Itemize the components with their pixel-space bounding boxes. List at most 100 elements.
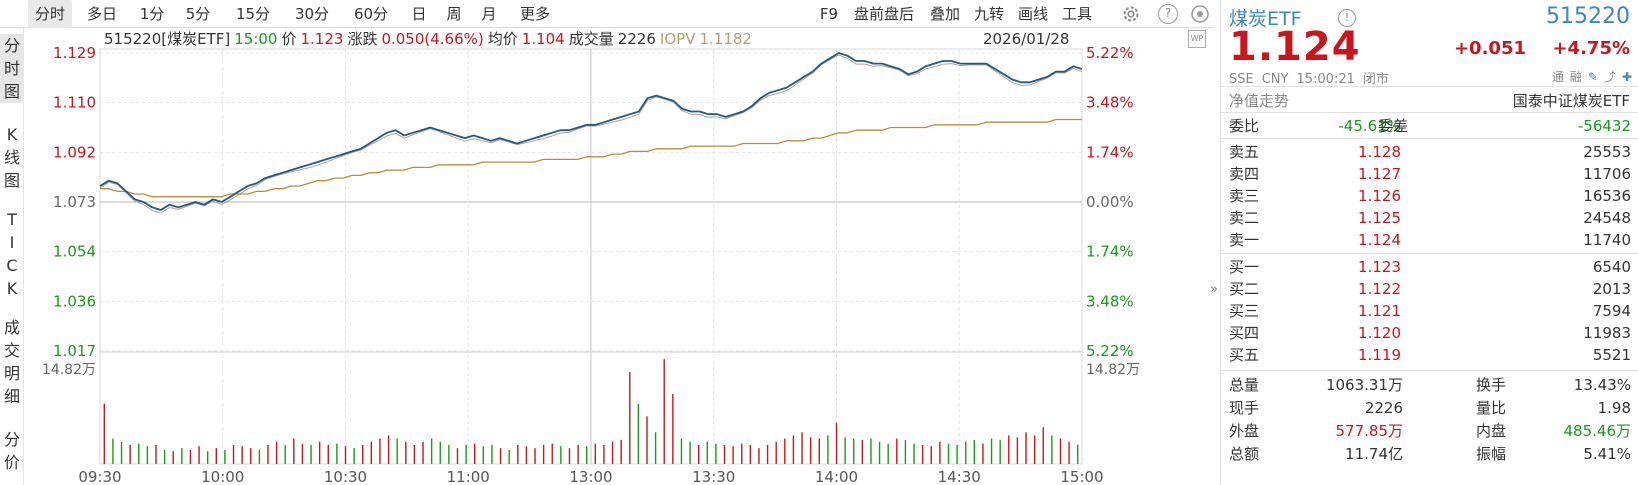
ask-label: 卖四	[1229, 165, 1260, 183]
bid-row[interactable]: 买四 1.120 11983	[1221, 322, 1638, 344]
stats-row: 总量 1063.31万 换手 13.43%	[1221, 374, 1638, 396]
divider	[1221, 370, 1638, 371]
ask-row[interactable]: 卖二 1.125 24548	[1221, 207, 1638, 229]
chart-date: 2026/01/28	[983, 30, 1070, 48]
fund-full-name: 国泰中证煤炭ETF	[1512, 92, 1630, 110]
bid-row[interactable]: 买五 1.119 5521	[1221, 344, 1638, 366]
quote-time: 15:00:21	[1296, 72, 1355, 87]
stat-value: 577.85万	[1335, 422, 1404, 440]
collapse-arrow-icon[interactable]: »	[1210, 282, 1218, 297]
export-icon[interactable]: ⤴	[1603, 70, 1616, 84]
tools-button[interactable]: 工具	[1061, 5, 1092, 23]
side-tab-bar: 分 时 图 K 线 图 T I C K 成 交 明 细 分 价	[0, 28, 24, 485]
divider	[1221, 86, 1638, 87]
ask-volume: 24548	[1583, 209, 1631, 227]
pre-post-market-button[interactable]: 盘前盘后	[853, 5, 914, 23]
quote-panel: 煤炭ETF ! 515220 1.124 +0.051 +4.75% SSE CN…	[1220, 0, 1638, 485]
y-tick-left: 1.129	[53, 44, 96, 62]
info-time: 15:00	[234, 30, 278, 48]
wp-icon[interactable]: WP	[1188, 30, 1206, 48]
draw-line-button[interactable]: 画线	[1017, 5, 1048, 23]
bid-label: 买二	[1229, 280, 1260, 298]
period-tab-intraday[interactable]: 分时	[28, 0, 72, 28]
tong-badge[interactable]: 通	[1551, 70, 1564, 84]
stat-value: 11.74亿	[1345, 445, 1403, 463]
side-tab-trade-detail[interactable]: 成 交 明 细	[3, 318, 20, 406]
period-tab-60min[interactable]: 60分	[353, 5, 389, 23]
f9-button[interactable]: F9	[819, 5, 839, 23]
ask-volume: 25553	[1583, 143, 1631, 161]
info-change-label: 涨跌	[347, 30, 378, 48]
ask-row[interactable]: 卖一 1.124 11740	[1221, 229, 1638, 251]
x-tick-label: 09:30	[78, 468, 121, 485]
bid-label: 买五	[1229, 346, 1260, 364]
side-tab-tick[interactable]: T I C K	[6, 210, 18, 298]
settings-circle-icon[interactable]	[1190, 4, 1210, 24]
stat-label: 总量	[1229, 376, 1260, 394]
period-tab-1min[interactable]: 1分	[139, 5, 165, 23]
x-tick-label: 15:00	[1060, 468, 1103, 485]
order-diff-label: 委差	[1378, 117, 1409, 135]
ask-row[interactable]: 卖四 1.127 11706	[1221, 163, 1638, 185]
period-tab-more[interactable]: 更多	[519, 5, 550, 23]
y-tick-right: 5.22%	[1086, 342, 1134, 360]
nav-trend-link[interactable]: 净值走势	[1229, 92, 1290, 110]
x-tick-label: 14:30	[938, 468, 981, 485]
bid-price: 1.121	[1358, 302, 1401, 320]
bid-volume: 2013	[1592, 280, 1631, 298]
rong-badge[interactable]: 融	[1569, 70, 1582, 84]
period-tab-day[interactable]: 日	[411, 5, 427, 23]
bid-row[interactable]: 买一 1.123 6540	[1221, 256, 1638, 278]
intraday-chart[interactable]: 1.129 5.22% 1.110 3.48% 1.092 1.74% 1.073 0.00%…	[24, 28, 1210, 485]
stat-value: 13.43%	[1573, 376, 1631, 394]
y-tick-left: 1.036	[53, 292, 96, 310]
volume-scale-label-left: 14.82万	[42, 362, 96, 378]
stat-label: 总额	[1229, 445, 1260, 463]
edit-icon[interactable]: ✎	[1587, 70, 1598, 84]
period-tab-month[interactable]: 月	[481, 5, 497, 23]
bid-price: 1.120	[1358, 324, 1401, 342]
bid-row[interactable]: 买三 1.121 7594	[1221, 300, 1638, 322]
overlay-button[interactable]: 叠加	[929, 5, 960, 23]
order-ratio-value: -45.61%	[1338, 117, 1401, 135]
info-volume-label: 成交量	[568, 30, 614, 48]
info-icon[interactable]: !	[1338, 9, 1356, 27]
y-tick-left: 1.073	[53, 193, 96, 211]
security-name[interactable]: 煤炭ETF	[1229, 8, 1302, 30]
volume-scale-label-right: 14.82万	[1086, 362, 1140, 378]
stat-value: 5.41%	[1583, 445, 1631, 463]
y-tick-right: 5.22%	[1086, 44, 1134, 62]
ask-row[interactable]: 卖三 1.126 16536	[1221, 185, 1638, 207]
period-tab-week[interactable]: 周	[446, 5, 462, 23]
period-tab-multiday[interactable]: 多日	[86, 5, 117, 23]
y-tick-right: 1.74%	[1086, 243, 1134, 261]
td-sequential-button[interactable]: 九转	[973, 5, 1004, 23]
period-tab-15min[interactable]: 15分	[235, 5, 271, 23]
panel-collapse-handle[interactable]	[1208, 0, 1220, 485]
order-ratio-label: 委比	[1229, 117, 1260, 135]
ask-row[interactable]: 卖五 1.128 25553	[1221, 141, 1638, 163]
stat-label: 换手	[1476, 376, 1507, 394]
iopv-line	[99, 54, 1083, 214]
period-tab-30min[interactable]: 30分	[294, 5, 330, 23]
gear-icon[interactable]	[1121, 4, 1141, 24]
x-tick-label: 10:30	[324, 468, 367, 485]
add-icon[interactable]: ✚	[1621, 70, 1632, 84]
side-tab-kline[interactable]: K 线 图	[3, 125, 20, 190]
bid-row[interactable]: 买二 1.122 2013	[1221, 278, 1638, 300]
divider	[1221, 112, 1638, 113]
stat-label: 量比	[1476, 399, 1507, 417]
chart-info-line: 515220[煤炭ETF] 15:00 价 1.123 涨跌 0.050(4.66%) 均价…	[104, 28, 756, 50]
stat-value: 1063.31万	[1325, 376, 1403, 394]
y-tick-left: 1.110	[53, 94, 96, 112]
question-icon[interactable]: ?	[1158, 4, 1178, 24]
stats-row: 现手 2226 量比 1.98	[1221, 397, 1638, 419]
stat-value: 1.98	[1597, 399, 1631, 417]
order-ratio-row: 委比 -45.61% 委差 -56432	[1221, 114, 1638, 138]
period-tab-5min[interactable]: 5分	[185, 5, 211, 23]
side-tab-price-distribution[interactable]: 分 价	[3, 430, 20, 472]
ask-price: 1.128	[1358, 143, 1401, 161]
stat-label: 现手	[1229, 399, 1260, 417]
side-tab-intraday[interactable]: 分 时 图	[0, 34, 24, 103]
y-tick-right: 0.00%	[1086, 193, 1134, 211]
